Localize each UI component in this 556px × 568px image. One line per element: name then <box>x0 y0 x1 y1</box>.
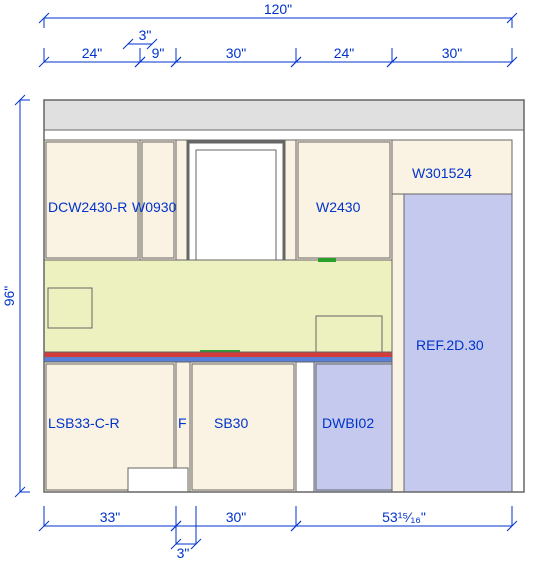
dim-top-seg-0: 24" <box>82 45 103 61</box>
label-ref2d30: REF.2D.30 <box>416 337 484 353</box>
dim-bot-seg-2: 53¹⁵⁄₁₆" <box>382 509 426 525</box>
dim-top-seg-4: 30" <box>442 45 463 61</box>
dim-bot-offset3: 3" <box>177 545 190 561</box>
dim-left-overall: 96" <box>1 286 17 307</box>
label-dcw2430: DCW2430-R <box>48 199 127 215</box>
dim-top-overall: 120" <box>264 1 292 17</box>
dim-top-offset3: 3" <box>139 27 152 43</box>
dim-top-seg-2: 30" <box>226 45 247 61</box>
label-f_panel: F <box>178 415 187 431</box>
label-lsb33: LSB33-C-R <box>48 415 120 431</box>
dim-top-seg-3: 24" <box>334 45 355 61</box>
label-sb30: SB30 <box>214 415 248 431</box>
soffit-strip <box>44 100 524 130</box>
dim-bot-seg-1: 30" <box>226 509 247 525</box>
dim-bot-seg-0: 33" <box>100 509 121 525</box>
label-w0930: W0930 <box>132 199 177 215</box>
label-dwbi02: DWBI02 <box>322 415 374 431</box>
label-w301524: W301524 <box>412 165 472 181</box>
green-mark-0 <box>318 258 336 262</box>
label-w2430: W2430 <box>316 199 361 215</box>
cabinet-elevation-diagram: DCW2430-R W0930 W2430 W301524 LSB33-C-R F SB30… <box>0 0 556 568</box>
dim-top-seg-1: 9" <box>152 45 165 61</box>
